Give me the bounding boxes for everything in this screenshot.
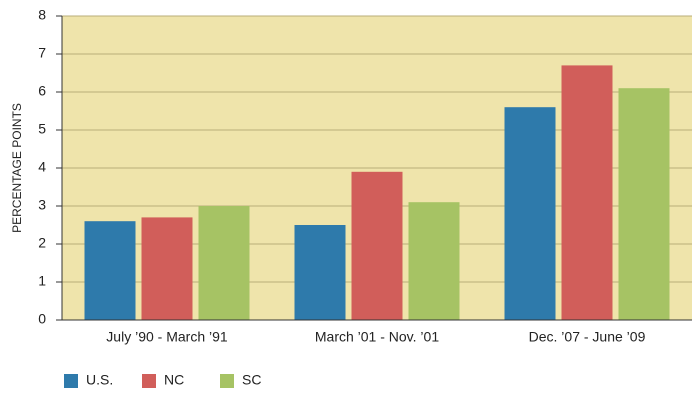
x-tick-label: March ’01 - Nov. ’01: [315, 329, 439, 345]
y-tick-label: 1: [38, 273, 46, 289]
y-tick-label: 8: [38, 7, 46, 23]
y-tick-label: 5: [38, 121, 46, 137]
x-tick-label: July ’90 - March ’91: [106, 329, 228, 345]
bar: [408, 202, 460, 320]
legend-swatch: [64, 374, 78, 388]
bar: [141, 217, 193, 320]
bar: [561, 65, 613, 321]
bar: [84, 221, 136, 320]
legend-label: SC: [242, 372, 261, 388]
y-tick-label: 0: [38, 311, 46, 327]
x-tick-label: Dec. ’07 - June ’09: [529, 329, 646, 345]
legend-label: NC: [164, 372, 184, 388]
y-tick-label: 4: [38, 159, 46, 175]
bar: [294, 225, 346, 320]
legend-swatch: [220, 374, 234, 388]
y-tick-label: 7: [38, 45, 46, 61]
y-tick-label: 3: [38, 197, 46, 213]
legend-swatch: [142, 374, 156, 388]
legend-label: U.S.: [86, 372, 113, 388]
bar: [504, 107, 556, 320]
bar: [351, 171, 403, 320]
y-axis-label: PERCENTAGE POINTS: [10, 103, 24, 233]
bar: [198, 206, 250, 320]
y-tick-label: 6: [38, 83, 46, 99]
bar: [618, 88, 670, 320]
y-tick-label: 2: [38, 235, 46, 251]
